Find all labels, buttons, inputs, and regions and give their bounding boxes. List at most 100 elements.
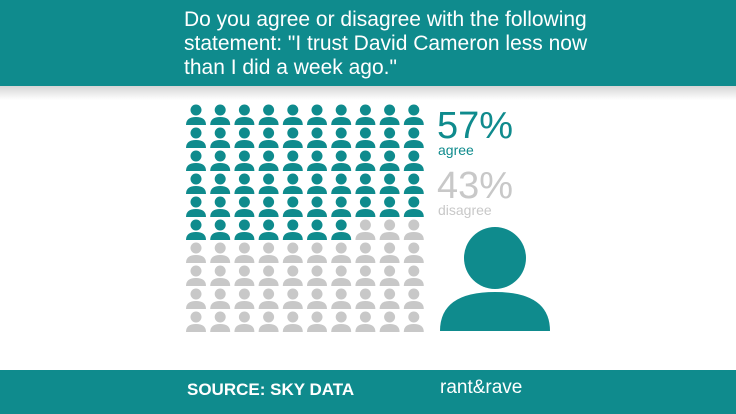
icon-head: [263, 173, 275, 185]
icon-head: [408, 311, 420, 323]
person-icon: [234, 265, 255, 286]
icon-body: [355, 163, 376, 171]
icon-body: [403, 324, 424, 332]
icon-head: [238, 265, 250, 277]
icon-body: [379, 301, 400, 309]
icon-head: [214, 288, 226, 300]
icon-head: [311, 242, 323, 254]
source: SOURCE: SKY DATA: [187, 380, 355, 399]
icon-body: [234, 117, 255, 125]
icon-body: [258, 232, 279, 240]
header-band: [0, 0, 736, 86]
person-icon: [379, 311, 400, 332]
icon-head: [359, 219, 371, 231]
icon-body: [210, 140, 231, 148]
icon-head: [190, 288, 202, 300]
person-icon: [379, 150, 400, 171]
icon-head: [408, 196, 420, 208]
big-icon-head: [464, 227, 526, 289]
icon-body: [355, 324, 376, 332]
icon-head: [190, 104, 202, 116]
icon-head: [384, 219, 396, 231]
icon-body: [403, 255, 424, 263]
icon-body: [379, 278, 400, 286]
icon-head: [359, 288, 371, 300]
icon-body: [186, 301, 206, 309]
icon-body: [234, 232, 255, 240]
value-label: 43%: [437, 165, 513, 207]
icon-body: [331, 140, 352, 148]
icon-body: [379, 186, 400, 194]
person-icon: [379, 219, 400, 240]
icon-body: [186, 324, 206, 332]
icon-body: [210, 278, 231, 286]
icon-body: [186, 186, 206, 194]
icon-head: [190, 219, 202, 231]
icon-body: [331, 163, 352, 171]
icon-head: [190, 242, 202, 254]
icon-head: [287, 288, 299, 300]
icon-body: [234, 324, 255, 332]
icon-body: [403, 232, 424, 240]
person-icon: [282, 150, 303, 171]
person-icon: [210, 311, 231, 332]
person-icon: [307, 150, 327, 171]
icon-body: [379, 324, 400, 332]
icon-body: [331, 232, 352, 240]
icon-head: [335, 219, 347, 231]
icon-body: [282, 278, 303, 286]
icon-body: [258, 186, 279, 194]
icon-head: [287, 219, 299, 231]
icon-head: [238, 311, 250, 323]
icon-head: [311, 311, 323, 323]
icon-body: [210, 163, 231, 171]
person-icon: [186, 104, 206, 125]
icon-body: [307, 324, 327, 332]
person-icon: [234, 288, 255, 309]
icon-head: [311, 265, 323, 277]
person-icon: [355, 311, 376, 332]
icon-head: [408, 104, 420, 116]
footer-band: [0, 370, 736, 414]
icon-head: [238, 219, 250, 231]
person-icon: [282, 242, 303, 263]
person-icon: [403, 127, 424, 148]
person-icon: [234, 242, 255, 263]
person-icon: [379, 288, 400, 309]
value-label: 57%: [437, 105, 513, 147]
icon-body: [355, 255, 376, 263]
person-icon: [258, 265, 279, 286]
icon-body: [331, 209, 352, 217]
icon-head: [335, 127, 347, 139]
icon-body: [307, 117, 327, 125]
icon-body: [282, 255, 303, 263]
person-icon: [379, 104, 400, 125]
person-icon: [258, 196, 279, 217]
person-icon: [282, 288, 303, 309]
icon-body: [258, 140, 279, 148]
person-icon: [234, 219, 255, 240]
icon-body: [234, 163, 255, 171]
icon-head: [408, 288, 420, 300]
person-icon: [186, 150, 206, 171]
icon-head: [384, 265, 396, 277]
person-icon: [331, 127, 352, 148]
icon-head: [190, 265, 202, 277]
icon-body: [403, 186, 424, 194]
icon-head: [263, 288, 275, 300]
icon-body: [186, 232, 206, 240]
icon-head: [214, 173, 226, 185]
person-icon: [403, 173, 424, 194]
person-icon: [258, 288, 279, 309]
icon-head: [359, 265, 371, 277]
icon-body: [210, 186, 231, 194]
icon-head: [335, 265, 347, 277]
icon-body: [379, 232, 400, 240]
icon-head: [287, 242, 299, 254]
icon-body: [186, 140, 206, 148]
icon-body: [234, 255, 255, 263]
icon-head: [238, 127, 250, 139]
category-label: agree: [438, 142, 474, 158]
icon-head: [408, 173, 420, 185]
